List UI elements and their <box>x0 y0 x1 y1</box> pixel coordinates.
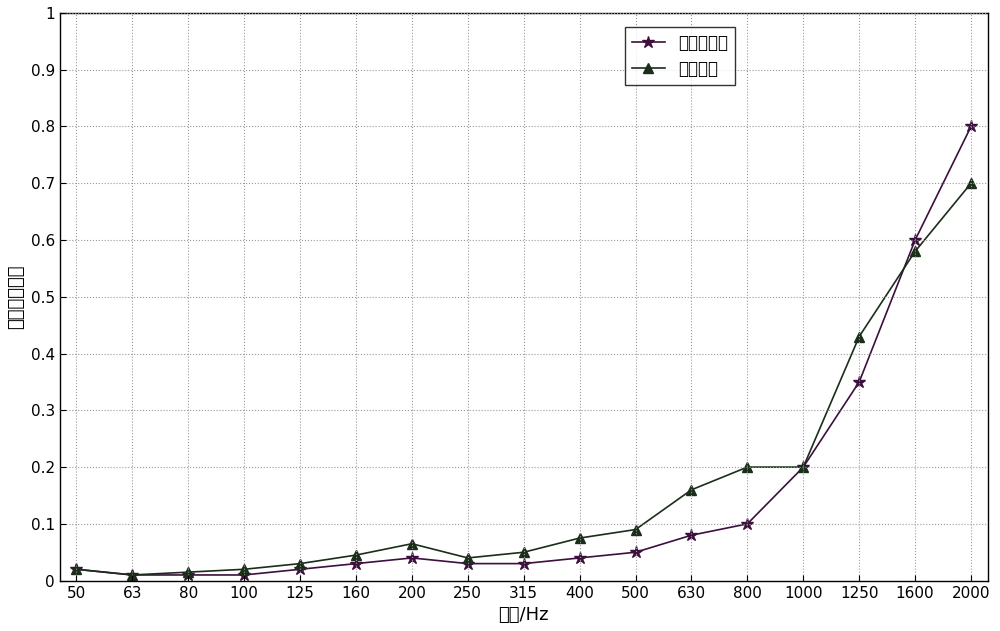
测量实验 <box>685 486 697 493</box>
本发明结果 <box>182 571 194 579</box>
本发明结果 <box>965 122 977 130</box>
本发明结果 <box>741 520 753 528</box>
测量实验 <box>70 565 82 573</box>
Line: 测量实验: 测量实验 <box>72 179 976 580</box>
测量实验 <box>238 565 250 573</box>
本发明结果 <box>797 463 809 471</box>
测量实验 <box>853 333 865 340</box>
测量实验 <box>126 571 138 579</box>
测量实验 <box>574 534 586 542</box>
本发明结果 <box>909 236 921 244</box>
测量实验 <box>462 554 474 562</box>
Y-axis label: 半均散射系数: 半均散射系数 <box>7 264 25 329</box>
本发明结果 <box>685 531 697 539</box>
本发明结果 <box>70 565 82 573</box>
本发明结果 <box>238 571 250 579</box>
本发明结果 <box>294 565 306 573</box>
本发明结果 <box>406 554 418 562</box>
测量实验 <box>630 526 642 533</box>
测量实验 <box>294 560 306 567</box>
本发明结果 <box>574 554 586 562</box>
测量实验 <box>741 463 753 471</box>
测量实验 <box>909 247 921 255</box>
本发明结果 <box>853 378 865 386</box>
本发明结果 <box>350 560 362 567</box>
测量实验 <box>797 463 809 471</box>
测量实验 <box>518 548 530 556</box>
Line: 本发明结果: 本发明结果 <box>70 121 977 581</box>
本发明结果 <box>630 548 642 556</box>
测量实验 <box>182 569 194 576</box>
本发明结果 <box>462 560 474 567</box>
本发明结果 <box>126 571 138 579</box>
X-axis label: 频率/Hz: 频率/Hz <box>498 606 549 624</box>
测量实验 <box>406 540 418 548</box>
本发明结果 <box>518 560 530 567</box>
Legend: 本发明结果, 测量实验: 本发明结果, 测量实验 <box>625 27 735 85</box>
测量实验 <box>350 551 362 559</box>
测量实验 <box>965 179 977 187</box>
